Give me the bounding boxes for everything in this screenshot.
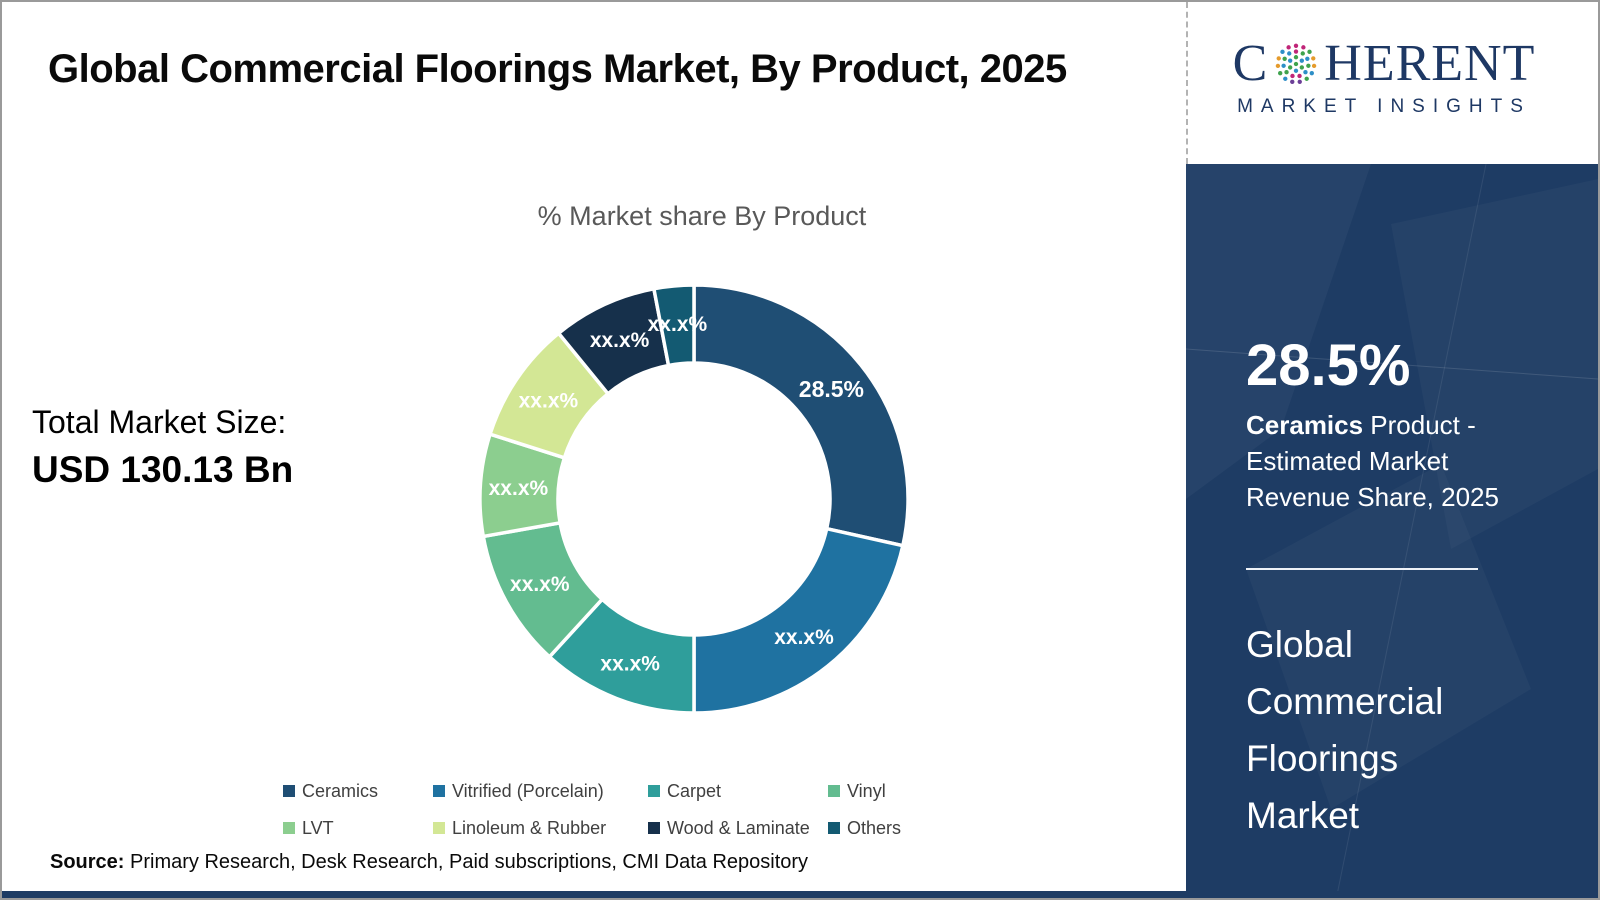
globe-dot — [1305, 56, 1310, 61]
legend-label-lvt: LVT — [302, 817, 334, 838]
globe-dot — [1283, 76, 1288, 81]
sidebar-map-texture — [1186, 164, 1598, 898]
globe-dots-icon — [1276, 43, 1317, 84]
globe-dot — [1281, 63, 1287, 68]
source-text: Primary Research, Desk Research, Paid su… — [124, 851, 809, 873]
legend-swatch-ceramics — [283, 785, 295, 797]
globe-dot — [1297, 79, 1303, 84]
globe-dot — [1284, 70, 1290, 75]
segment-label-wood-laminate: xx.x% — [590, 329, 650, 352]
legend-swatch-vitrified-porcelain — [433, 785, 445, 797]
globe-dot — [1276, 63, 1281, 69]
wordmark-left: C — [1232, 35, 1269, 92]
title-logo-divider — [1186, 2, 1188, 164]
legend-item-carpet: Carpet — [648, 779, 828, 803]
globe-dot — [1294, 68, 1299, 73]
globe-dot — [1286, 45, 1292, 50]
globe-dot — [1299, 58, 1305, 63]
globe-dot — [1287, 51, 1292, 56]
brand-logo: C HERENT MARKET INSIGHTS — [1202, 36, 1566, 118]
stat-caption: Ceramics Product - Estimated Market Reve… — [1246, 407, 1538, 515]
stat-caption-bold: Ceramics — [1246, 410, 1364, 440]
segment-label-lvt: xx.x% — [489, 477, 549, 500]
globe-dot — [1288, 65, 1293, 70]
donut-segment-ceramics — [692, 283, 910, 548]
legend-label-vinyl: Vinyl — [847, 780, 886, 801]
legend-swatch-wood-laminate — [648, 822, 660, 834]
legend-label-wood-laminate: Wood & Laminate — [667, 817, 810, 838]
segment-label-linoleum-rubber: xx.x% — [519, 389, 579, 412]
segment-label-ceramics: 28.5% — [799, 376, 864, 402]
globe-dot — [1294, 49, 1299, 54]
globe-dot — [1290, 79, 1295, 84]
globe-dot — [1312, 63, 1317, 69]
coherent-wordmark: C HERENT — [1202, 36, 1566, 92]
globe-dot — [1311, 56, 1316, 61]
legend-label-ceramics: Ceramics — [302, 780, 379, 801]
globe-dot — [1309, 70, 1315, 76]
sidebar-market-name: Global Commercial Floorings Market — [1246, 624, 1444, 836]
globe-dot — [1300, 51, 1306, 56]
source-note: Source: Primary Research, Desk Research,… — [50, 851, 808, 874]
legend-item-linoleum-rubber: Linoleum & Rubber — [433, 816, 648, 840]
stat-caption-rest: Product - Estimated Market Revenue Share… — [1246, 410, 1499, 512]
globe-dot — [1297, 73, 1303, 79]
wordmark-right: HERENT — [1324, 35, 1536, 92]
globe-dot — [1304, 76, 1310, 81]
sidebar-divider — [1246, 568, 1478, 570]
sidebar: 28.5% Ceramics Product - Estimated Marke… — [1186, 164, 1598, 898]
globe-dot — [1294, 55, 1299, 60]
globe-dot — [1282, 56, 1288, 61]
chart-title: % Market share By Product — [537, 201, 867, 231]
legend-swatch-carpet — [648, 785, 660, 797]
legend-swatch-lvt — [283, 822, 295, 834]
legend-item-ceramics: Ceramics — [283, 779, 433, 803]
legend-item-vitrified-porcelain: Vitrified (Porcelain) — [433, 779, 648, 803]
legend-label-others: Others — [847, 817, 902, 838]
source-prefix: Source: — [50, 851, 125, 873]
donut-segment-others — [651, 283, 696, 368]
legend-swatch-linoleum-rubber — [433, 822, 445, 834]
segment-label-others: xx.x% — [648, 313, 708, 336]
legend-label-vitrified-porcelain: Vitrified (Porcelain) — [452, 780, 604, 801]
globe-dot — [1301, 45, 1306, 50]
total-market-size-label: Total Market Size: — [32, 404, 287, 440]
globe-dot — [1299, 65, 1305, 70]
globe-dot — [1280, 49, 1285, 55]
legend-item-wood-laminate: Wood & Laminate — [648, 816, 828, 840]
segment-label-vitrified-porcelain: xx.x% — [774, 626, 834, 649]
globe-dot — [1307, 49, 1313, 55]
globe-dot — [1306, 63, 1311, 68]
segment-label-carpet: xx.x% — [600, 652, 660, 675]
globe-dot — [1276, 56, 1282, 61]
legend-swatch-vinyl — [828, 785, 840, 797]
legend-label-carpet: Carpet — [667, 780, 722, 801]
brand-subtitle: MARKET INSIGHTS — [1237, 96, 1531, 117]
globe-dot — [1294, 61, 1299, 67]
total-market-size-value: USD 130.13 Bn — [32, 449, 294, 490]
donut-segment-vitrified-porcelain — [692, 526, 905, 715]
legend-label-linoleum-rubber: Linoleum & Rubber — [452, 817, 607, 838]
donut-chart: 28.5%xx.x%xx.x%xx.x%xx.x%xx.x%xx.x%xx.x% — [478, 283, 910, 715]
legend-item-vinyl: Vinyl — [828, 779, 901, 803]
legend-item-others: Others — [828, 816, 901, 840]
globe-dot — [1294, 43, 1299, 48]
globe-dot — [1278, 70, 1283, 76]
globe-dot — [1288, 58, 1293, 63]
stat-percent: 28.5% — [1246, 333, 1411, 398]
legend-swatch-others — [828, 822, 840, 834]
page-title: Global Commercial Floorings Market, By P… — [48, 47, 1067, 91]
legend-item-lvt: LVT — [283, 816, 433, 840]
globe-dot — [1303, 70, 1308, 75]
legend: Ceramics Vitrified (Porcelain) Carpet Vinyl… — [283, 779, 901, 840]
globe-dot — [1290, 73, 1295, 79]
footer-bar — [2, 891, 1598, 898]
total-market-size: Total Market Size: USD 130.13 Bn — [32, 404, 293, 491]
segment-label-vinyl: xx.x% — [510, 573, 570, 596]
